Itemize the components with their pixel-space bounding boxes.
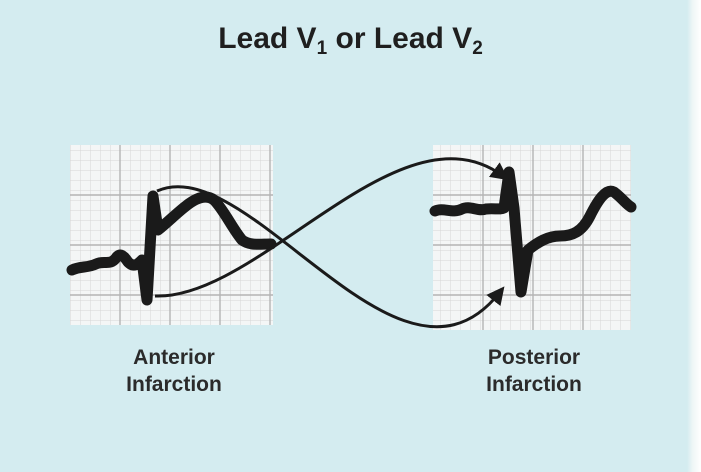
posterior-caption-line1: Posterior <box>487 346 581 369</box>
ecg-major-grid-right <box>433 145 631 330</box>
anterior-caption: Anterior Infarction <box>84 344 264 398</box>
anterior-caption-line1: Anterior <box>133 346 215 369</box>
posterior-caption-line2: Infarction <box>486 373 582 396</box>
posterior-caption: Posterior Infarction <box>444 344 624 398</box>
ecg-grid-right <box>433 145 631 330</box>
mirror-arrow-lower <box>154 157 509 298</box>
anterior-caption-line2: Infarction <box>126 373 222 396</box>
ecg-trace-posterior <box>429 166 637 298</box>
ecg-major-grid-left <box>70 145 273 325</box>
anterior-ecg-panel <box>66 145 277 325</box>
page-edge <box>687 0 701 472</box>
page-title: Lead V1 or Lead V2 <box>218 22 483 59</box>
posterior-ecg-panel <box>429 145 637 330</box>
mirror-arrow-upper <box>156 185 505 329</box>
